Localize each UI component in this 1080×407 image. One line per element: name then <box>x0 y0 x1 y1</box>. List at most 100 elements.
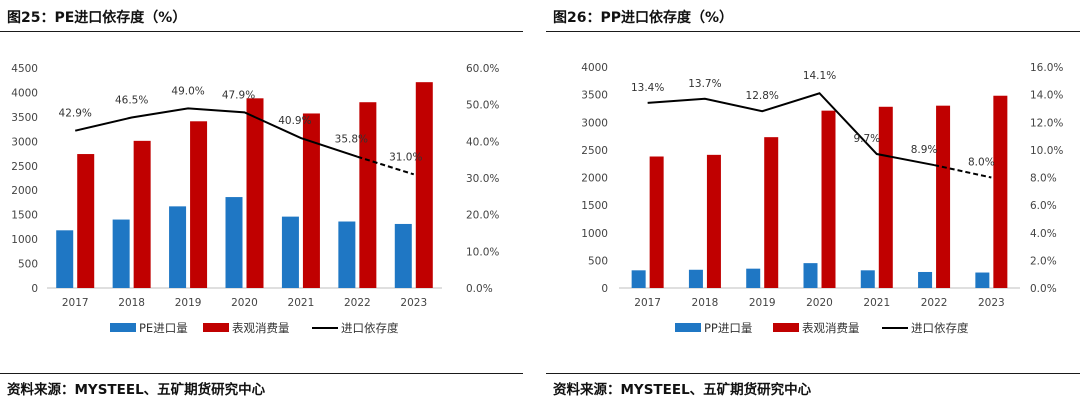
source-divider <box>546 373 1080 374</box>
dependency-line-dashed <box>357 155 415 176</box>
right-axis-tick-label: 4.0% <box>1030 228 1057 240</box>
import-volume-bar <box>918 271 933 288</box>
legend-label-dependency: 进口依存度 <box>911 321 969 335</box>
right-axis-tick-label: 8.0% <box>1030 173 1057 185</box>
legend-swatch-consumption <box>203 323 229 332</box>
x-axis-category-label: 2017 <box>62 297 89 309</box>
title-divider <box>0 31 523 32</box>
pp-chart-svg: 0 500 1000 1500 2000 2500 3000 3500 4000 0.0% 2.0%… <box>581 62 1063 335</box>
apparent-consumption-bar <box>190 121 208 289</box>
left-axis-tick-label: 4500 <box>11 63 38 75</box>
import-volume-bar <box>225 197 243 288</box>
apparent-consumption-bar <box>878 106 893 288</box>
left-axis-tick-label: 500 <box>18 259 38 271</box>
x-axis-category-label: 2022 <box>921 297 948 309</box>
import-volume-bar <box>112 219 130 288</box>
left-axis-tick-label: 4000 <box>11 87 38 99</box>
left-axis-tick-label: 500 <box>588 255 608 267</box>
x-axis-category-label: 2020 <box>231 297 258 309</box>
import-volume-bar <box>338 221 356 288</box>
chart-title-pp: 图26：PP进口依存度（%） <box>553 10 734 26</box>
apparent-consumption-bar <box>706 154 721 288</box>
x-axis-category-label: 2021 <box>863 297 890 309</box>
left-axis-tick-label: 3500 <box>11 112 38 124</box>
legend-label-consumption: 表观消费量 <box>232 321 290 335</box>
right-axis-tick-label: 14.0% <box>1030 90 1063 102</box>
chart-panel-pp: 图26：PP进口依存度（%） 0 500 1000 1500 2000 2500 3000 3… <box>546 0 1080 407</box>
x-axis-category-label: 2022 <box>344 297 371 309</box>
apparent-consumption-bar <box>133 140 151 288</box>
x-axis-category-label: 2021 <box>288 297 315 309</box>
chart-panel-pe: 图25：PE进口依存度（%） 0 500 1000 1500 2000 2500 3000 3… <box>0 0 523 407</box>
dependency-data-label: 13.4% <box>631 82 664 94</box>
source-note-pe: 资料来源：MYSTEEL、五矿期货研究中心 <box>7 382 266 398</box>
left-axis-tick-label: 3000 <box>11 136 38 148</box>
dependency-data-label: 8.9% <box>911 144 938 156</box>
import-volume-bar <box>975 272 990 288</box>
chart-title-pe: 图25：PE进口依存度（%） <box>7 10 187 26</box>
dependency-data-label: 12.8% <box>746 90 779 102</box>
legend-label-import: PE进口量 <box>139 321 188 335</box>
dependency-data-label: 35.8% <box>335 134 368 146</box>
dependency-data-label: 40.9% <box>278 115 311 127</box>
import-volume-bar <box>631 270 646 288</box>
left-axis-tick-label: 4000 <box>581 62 608 74</box>
left-axis-tick-label: 3500 <box>581 90 608 102</box>
apparent-consumption-bar <box>77 154 95 288</box>
dependency-line-dashed <box>933 164 992 179</box>
dependency-data-label: 49.0% <box>171 85 204 97</box>
right-axis-tick-label: 10.0% <box>1030 145 1063 157</box>
left-axis-tick-label: 1000 <box>581 228 608 240</box>
right-axis-tick-label: 16.0% <box>1030 62 1063 74</box>
apparent-consumption-bar <box>764 137 779 288</box>
dependency-line-solid <box>647 92 935 167</box>
x-axis-category-label: 2018 <box>692 297 719 309</box>
legend-label-import: PP进口量 <box>704 321 752 335</box>
right-axis-tick-label: 0.0% <box>1030 283 1057 295</box>
right-axis-tick-label: 40.0% <box>466 136 499 148</box>
x-axis-category-label: 2020 <box>806 297 833 309</box>
apparent-consumption-bar <box>302 113 320 288</box>
right-axis-tick-label: 50.0% <box>466 100 499 112</box>
left-axis-tick-label: 2500 <box>581 145 608 157</box>
right-axis-tick-label: 30.0% <box>466 173 499 185</box>
left-axis-tick-label: 1500 <box>581 200 608 212</box>
import-volume-bar <box>169 206 187 288</box>
right-axis-tick-label: 20.0% <box>466 210 499 222</box>
legend-label-consumption: 表观消费量 <box>802 321 860 335</box>
source-note-pp: 资料来源：MYSTEEL、五矿期货研究中心 <box>553 382 812 398</box>
right-axis-tick-label: 12.0% <box>1030 117 1063 129</box>
apparent-consumption-bar <box>993 95 1008 288</box>
apparent-consumption-bar <box>649 156 664 288</box>
x-axis-category-label: 2023 <box>400 297 427 309</box>
right-axis-tick-label: 6.0% <box>1030 200 1057 212</box>
legend-swatch-import <box>675 323 701 332</box>
left-axis-tick-label: 2000 <box>11 185 38 197</box>
source-divider <box>0 373 523 374</box>
left-axis-tick-label: 2500 <box>11 161 38 173</box>
left-axis-tick-label: 1000 <box>11 234 38 246</box>
apparent-consumption-bar <box>936 105 951 288</box>
left-axis-tick-label: 3000 <box>581 117 608 129</box>
dependency-data-label: 8.0% <box>968 157 995 169</box>
import-volume-bar <box>281 216 299 288</box>
import-volume-bar <box>860 270 875 288</box>
x-axis-category-label: 2023 <box>978 297 1005 309</box>
left-axis-tick-label: 2000 <box>581 173 608 185</box>
left-axis-tick-label: 1500 <box>11 210 38 222</box>
pe-chart-svg: 0 500 1000 1500 2000 2500 3000 3500 4000 4500 0.0%… <box>11 63 499 335</box>
x-axis-category-label: 2019 <box>175 297 202 309</box>
apparent-consumption-bar <box>359 102 377 288</box>
right-axis-tick-label: 2.0% <box>1030 255 1057 267</box>
dependency-data-label: 14.1% <box>803 70 836 82</box>
import-volume-bar <box>56 230 74 288</box>
apparent-consumption-bar <box>821 110 836 289</box>
dependency-data-label: 9.7% <box>853 133 880 145</box>
left-axis-tick-label: 0 <box>601 283 608 295</box>
title-divider <box>546 31 1080 32</box>
dependency-data-label: 42.9% <box>59 108 92 120</box>
import-volume-bar <box>394 223 412 288</box>
dependency-data-label: 46.5% <box>115 95 148 107</box>
dependency-data-label: 31.0% <box>389 151 422 163</box>
apparent-consumption-bar <box>246 98 264 288</box>
